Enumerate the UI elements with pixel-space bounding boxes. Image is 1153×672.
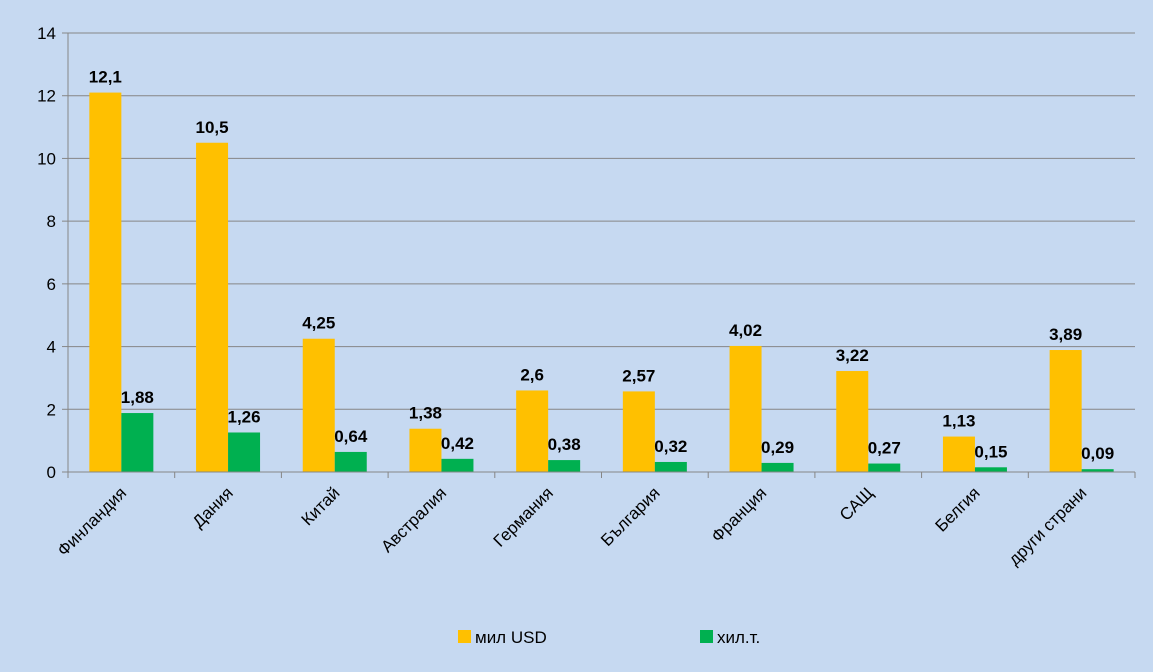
- y-tick-label: 8: [47, 212, 56, 231]
- value-label: 4,02: [729, 321, 762, 340]
- y-tick-label: 0: [47, 463, 56, 482]
- bar: [121, 413, 154, 472]
- y-tick-label: 10: [37, 149, 56, 168]
- bar: [761, 462, 794, 472]
- value-label: 0,42: [441, 434, 474, 453]
- value-label: 0,15: [974, 442, 1007, 461]
- value-label: 0,09: [1081, 444, 1114, 463]
- value-label: 12,1: [89, 68, 122, 87]
- bar: [974, 467, 1007, 472]
- legend-swatch: [700, 630, 713, 643]
- bar: [868, 463, 901, 472]
- bar: [729, 345, 762, 472]
- value-label: 1,13: [942, 412, 975, 431]
- bar: [441, 458, 474, 472]
- legend-swatch: [458, 630, 471, 643]
- bar: [228, 432, 261, 472]
- value-label: 0,64: [334, 427, 368, 446]
- y-tick-label: 6: [47, 275, 56, 294]
- value-label: 0,38: [548, 435, 581, 454]
- bar: [1049, 350, 1082, 472]
- value-label: 3,89: [1049, 325, 1082, 344]
- y-tick-label: 14: [37, 24, 56, 43]
- bar: [196, 142, 229, 472]
- value-label: 2,6: [520, 365, 544, 384]
- value-label: 0,29: [761, 438, 794, 457]
- bar: [654, 461, 687, 472]
- value-label: 4,25: [302, 314, 335, 333]
- value-label: 1,88: [121, 388, 154, 407]
- legend-label: мил USD: [475, 628, 547, 647]
- bar: [409, 428, 442, 472]
- bar: [89, 92, 122, 472]
- value-label: 0,32: [654, 437, 687, 456]
- value-label: 1,38: [409, 404, 442, 423]
- value-label: 2,57: [622, 366, 655, 385]
- bar: [334, 451, 367, 472]
- y-tick-label: 12: [37, 87, 56, 106]
- y-tick-label: 4: [47, 338, 56, 357]
- bar: [836, 371, 869, 472]
- bar: [622, 391, 655, 472]
- y-tick-label: 2: [47, 400, 56, 419]
- value-label: 1,26: [228, 407, 261, 426]
- value-label: 3,22: [836, 346, 869, 365]
- bar: [516, 390, 549, 472]
- bar: [302, 338, 335, 472]
- value-label: 10,5: [196, 118, 229, 137]
- bar: [548, 460, 581, 472]
- value-label: 0,27: [868, 439, 901, 458]
- bar: [1081, 469, 1114, 472]
- legend-label: хил.т.: [717, 628, 760, 647]
- bar: [942, 436, 975, 472]
